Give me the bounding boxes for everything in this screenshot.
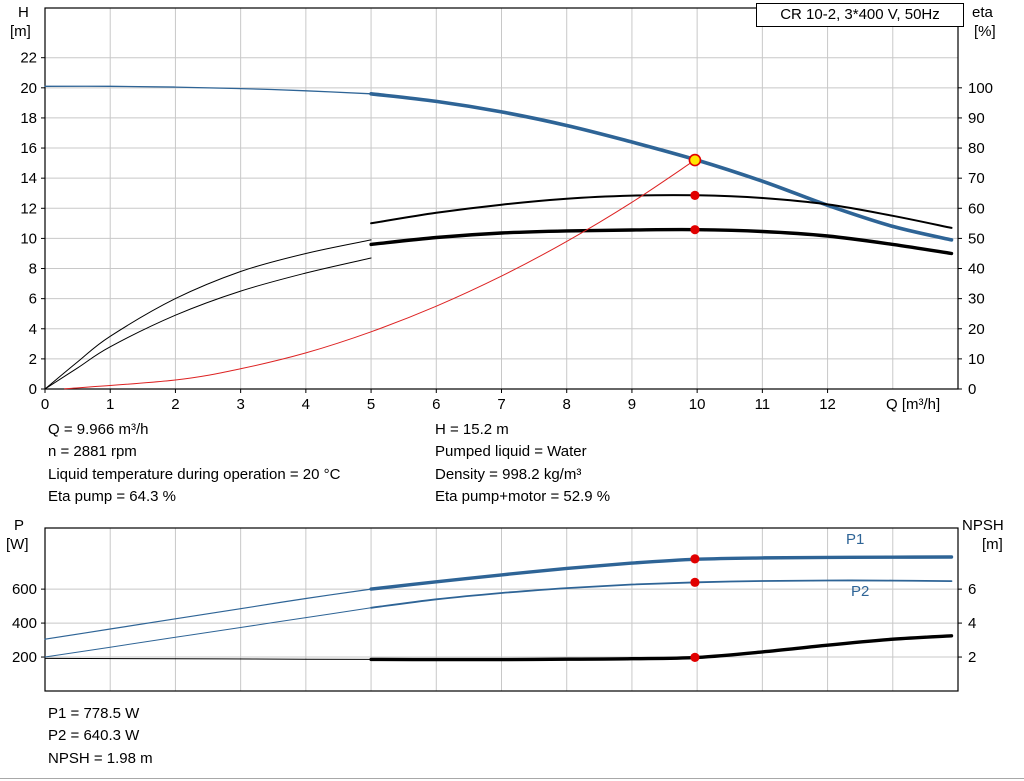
info-line-p2: P2 = 640.3 W	[48, 727, 140, 745]
left-tick-label: 16	[20, 140, 37, 157]
p-axis-unit-label: [W]	[6, 536, 29, 553]
p2-curve-thin	[44, 607, 372, 658]
left-tick-label: 600	[12, 581, 37, 598]
bottom-divider	[0, 778, 1024, 779]
right-tick-label: 6	[968, 581, 976, 598]
eta-pump-curve	[370, 194, 953, 229]
right-tick-label: 2	[968, 649, 976, 666]
left-tick-label: 20	[20, 80, 37, 97]
p1-dot	[690, 554, 700, 564]
npsh-axis-unit-label: [m]	[982, 536, 1003, 553]
p1-curve	[369, 555, 954, 591]
eta-axis-unit-label: [%]	[974, 23, 996, 40]
pump-title-box: CR 10-2, 3*400 V, 50Hz	[756, 3, 964, 27]
right-tick-label: 0	[968, 381, 976, 398]
duty-point	[688, 153, 702, 167]
eta-pump-motor-curve	[369, 227, 954, 256]
npsh-axis-label: NPSH	[962, 517, 1004, 534]
qh-curve	[369, 92, 954, 242]
eta-pump-curve-thin	[44, 239, 372, 390]
x-tick-label: 6	[432, 396, 440, 413]
right-tick-label: 4	[968, 615, 976, 632]
npsh-curve	[369, 634, 954, 662]
p-axis-label: P	[14, 517, 25, 534]
info-line-n: n = 2881 rpm	[48, 443, 137, 461]
info-line-density: Density = 998.2 kg/m³	[435, 465, 582, 483]
x-tick-label: 11	[755, 396, 771, 413]
power-info-column: P1 = 778.5 W P2 = 640.3 W NPSH = 1.98 m	[48, 703, 153, 770]
left-tick-label: 22	[20, 50, 37, 67]
npsh-dot	[690, 652, 700, 662]
eta-axis-label: eta	[972, 4, 993, 21]
x-tick-label: 8	[563, 396, 571, 413]
duty-info-left-column: Q = 9.966 m³/h n = 2881 rpm Liquid tempe…	[48, 419, 340, 509]
x-tick-label: 4	[302, 396, 310, 413]
x-tick-label: 10	[689, 396, 706, 413]
x-tick-label: 7	[497, 396, 505, 413]
info-line-eta-pump: Eta pump = 64.3 %	[48, 488, 176, 506]
p1-curve-label: P1	[846, 531, 865, 548]
info-line-temp: Liquid temperature during operation = 20…	[48, 465, 341, 483]
info-line-liquid: Pumped liquid = Water	[435, 443, 587, 461]
info-line-q: Q = 9.966 m³/h	[48, 421, 149, 438]
x-tick-label: 5	[367, 396, 375, 413]
duty-info-right-column: H = 15.2 m Pumped liquid = Water Density…	[435, 419, 610, 509]
p2-curve	[370, 579, 953, 609]
right-tick-label: 30	[968, 291, 985, 308]
left-tick-label: 200	[12, 649, 37, 666]
left-tick-label: 400	[12, 615, 37, 632]
qh-curve-thin	[44, 85, 372, 95]
left-tick-label: 6	[29, 291, 37, 308]
x-axis-label: Q [m³/h]	[886, 396, 940, 413]
p1-curve-thin	[44, 588, 372, 640]
left-tick-label: 8	[29, 261, 37, 278]
info-line-p1: P1 = 778.5 W	[48, 705, 140, 722]
x-tick-label: 2	[171, 396, 179, 413]
npsh-curve-thin	[44, 657, 372, 660]
info-line-h: H = 15.2 m	[435, 421, 509, 438]
x-tick-label: 3	[236, 396, 244, 413]
left-tick-label: 12	[20, 200, 37, 217]
info-line-npsh: NPSH = 1.98 m	[48, 749, 153, 767]
duty-parabola	[64, 159, 696, 390]
right-tick-label: 10	[968, 351, 985, 368]
right-tick-label: 80	[968, 140, 985, 157]
x-tick-label: 0	[41, 396, 49, 413]
right-tick-label: 70	[968, 170, 985, 187]
left-tick-label: 10	[20, 230, 37, 247]
info-line-eta-pump-motor: Eta pump+motor = 52.9 %	[435, 488, 611, 506]
p2-curve-label: P2	[851, 583, 870, 600]
x-tick-label: 9	[628, 396, 636, 413]
eta-pump-motor-curve-thin	[44, 257, 372, 390]
left-tick-label: 0	[29, 381, 37, 398]
x-tick-label: 1	[106, 396, 114, 413]
x-tick-label: 12	[819, 396, 836, 413]
left-tick-label: 18	[20, 110, 37, 127]
right-tick-label: 20	[968, 321, 985, 338]
plot-frame	[44, 527, 959, 692]
right-tick-label: 50	[968, 230, 985, 247]
right-tick-label: 60	[968, 200, 985, 217]
qh-eta-chart: 0246810121416182022010203040506070809010…	[20, 7, 993, 413]
h-axis-label: H	[18, 4, 29, 21]
left-tick-label: 2	[29, 351, 37, 368]
left-tick-label: 4	[29, 321, 37, 338]
power-npsh-chart: 200 400 600 2 4 6	[12, 527, 976, 692]
left-tick-label: 14	[20, 170, 37, 187]
right-tick-label: 90	[968, 110, 985, 127]
eta-pump-dot	[690, 190, 700, 200]
right-tick-label: 100	[968, 80, 993, 97]
h-axis-unit-label: [m]	[10, 23, 31, 40]
eta-pump-motor-dot	[690, 225, 700, 235]
p2-dot	[690, 577, 700, 587]
right-tick-label: 40	[968, 261, 985, 278]
